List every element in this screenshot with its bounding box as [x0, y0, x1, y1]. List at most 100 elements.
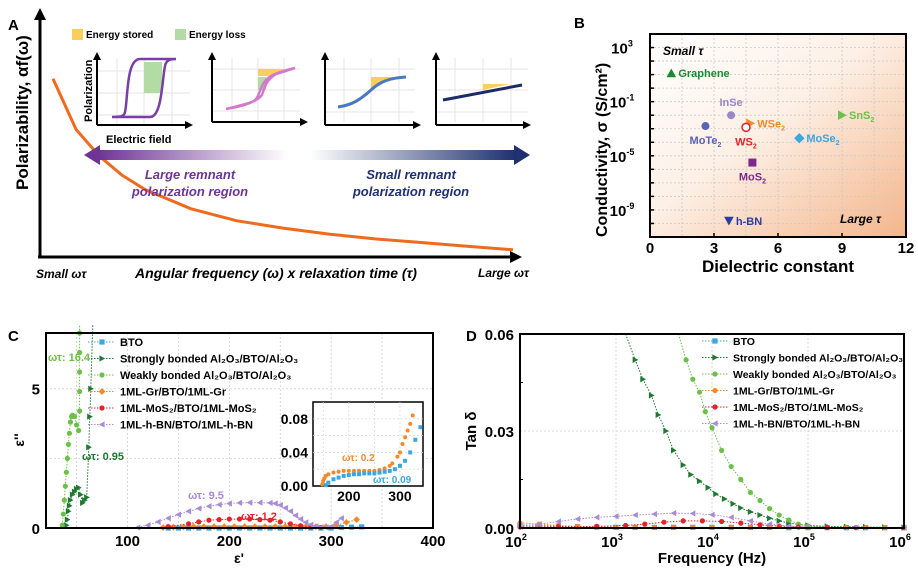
ci-data-point: [387, 463, 392, 468]
b-small-tau-label: Small τ: [663, 44, 704, 58]
panel-label-b: B: [574, 15, 585, 32]
d-legend-marker: [711, 420, 718, 427]
d-data-point: [767, 515, 773, 522]
d-data-point: [757, 522, 763, 528]
c-series-5: [134, 499, 344, 531]
d-data-point: [683, 357, 689, 363]
d-data-point: [738, 504, 744, 512]
d-legend-entry: 1ML-h-BN/BTO/1ML-h-BN: [733, 419, 860, 431]
ci-data-point: [367, 471, 372, 476]
b-point-label: MoSe2: [806, 133, 839, 147]
c-legend-marker: [99, 372, 105, 378]
ci-data-point: [372, 471, 377, 476]
c-y-tick-label: 5: [32, 382, 40, 399]
c-data-point: [226, 500, 232, 507]
ci-data-point: [341, 468, 346, 473]
ci-data-point: [400, 442, 405, 446]
b-point-label: WS2: [735, 136, 757, 150]
c-data-point: [62, 483, 68, 489]
ci-data-point: [336, 469, 341, 474]
b-point-inse: [727, 111, 736, 120]
ci-y-tick-label: 0.08: [281, 411, 308, 427]
b-point-mote: [701, 122, 710, 131]
d-series-5: [516, 510, 907, 531]
c-data-point: [206, 517, 212, 523]
c-annotation-1-2: ωτ: 1.2: [241, 511, 277, 523]
ci-data-point: [395, 454, 400, 459]
d-data-point: [680, 518, 686, 524]
d-legend-marker: [712, 404, 718, 410]
ci-data-point: [323, 483, 328, 488]
d-series-line: [519, 520, 904, 529]
c-legend-entry: Strongly bonded Al₂O₃/BTO/Al₂O₃: [120, 354, 298, 366]
b-point-label: InSe: [719, 97, 742, 109]
c-data-point: [84, 494, 90, 501]
inset-s-curve: [321, 52, 421, 129]
d-data-point: [536, 521, 542, 528]
c-data-point: [144, 522, 151, 529]
ci-data-point: [331, 470, 336, 475]
d-data-point: [719, 518, 725, 525]
a-polarizability-curve: [51, 78, 514, 252]
c-data-point: [307, 521, 314, 528]
c-data-point: [292, 512, 299, 519]
d-data-point: [680, 461, 687, 469]
c-data-point: [256, 499, 263, 506]
inset-hysteresis-narrow: [208, 52, 308, 126]
d-data-point: [696, 389, 703, 395]
d-data-point: [747, 517, 753, 525]
d-x-tick-label: 106: [889, 532, 911, 551]
d-data-point: [574, 515, 581, 523]
c-data-point: [87, 413, 93, 420]
a-x-label: Angular frequency (ω) x relaxation time …: [134, 265, 417, 281]
b-point-label: MoTe2: [690, 135, 722, 149]
b-y-tick-label: 10-5: [610, 147, 635, 166]
large-remnant-label-1: Large remnant: [145, 167, 236, 182]
a-x-left-label: Small ωτ: [36, 267, 87, 281]
panel-d: D 102 103 104 105 106 0.00 0.03 0.06 Tan δ Freq…: [463, 327, 911, 567]
legend-swatch-energy-stored: [72, 29, 83, 40]
d-x-label: Frequency (Hz): [658, 550, 766, 567]
legend-energy-stored: Energy stored: [86, 30, 153, 41]
ci-x-tick-label: 300: [388, 488, 412, 504]
ci-data-point: [382, 469, 387, 474]
d-legend-marker: [712, 387, 718, 394]
c-data-point: [77, 369, 83, 375]
inset-linear: [432, 52, 531, 129]
d-data-point: [648, 392, 655, 399]
arrow-large-remnant: Large remnant polarization region: [84, 145, 288, 199]
c-inset: 200 300 0.00 0.04 0.08 ωτ: 0.2 ωτ: 0.09: [281, 401, 424, 504]
panel-label-d: D: [466, 328, 477, 345]
b-point-label: h-BN: [736, 216, 762, 228]
c-x-tick-label: 300: [319, 533, 344, 550]
d-y-tick-label: 0.00: [485, 521, 514, 538]
c-y-tick-label: 0: [32, 521, 40, 538]
ci-data-point: [362, 471, 367, 476]
d-data-point: [661, 519, 667, 525]
d-x-tick-label: 103: [601, 532, 623, 551]
legend-swatch-energy-loss: [175, 29, 186, 40]
b-y-tick-label: 103: [611, 39, 633, 58]
b-point-mose: [794, 133, 805, 144]
d-data-point: [709, 425, 715, 431]
c-data-point: [277, 502, 283, 509]
c-data-point: [80, 499, 86, 507]
ci-data-point: [397, 450, 402, 455]
d-data-point: [747, 508, 754, 515]
c-data-point: [287, 521, 294, 527]
d-legend-marker: [712, 371, 718, 377]
c-data-point: [338, 515, 344, 522]
d-series-line: [519, 512, 904, 529]
c-annotation-16-4: ωτ: 16.4: [48, 352, 91, 364]
d-data-point: [708, 511, 715, 518]
b-y-tick-label: 10-9: [610, 201, 635, 220]
a-x-axis-arrow-icon: [510, 251, 522, 263]
ci-data-point: [326, 472, 331, 477]
d-data-point: [623, 522, 629, 529]
c-data-point: [175, 511, 181, 518]
b-x-tick-label: 9: [838, 240, 846, 257]
d-data-point: [719, 447, 725, 453]
c-legend-entry: Weakly bonded Al₂O₃/BTO/Al₂O₃: [120, 370, 291, 382]
d-y-label: Tan δ: [463, 412, 480, 451]
c-x-tick-label: 100: [115, 533, 140, 550]
